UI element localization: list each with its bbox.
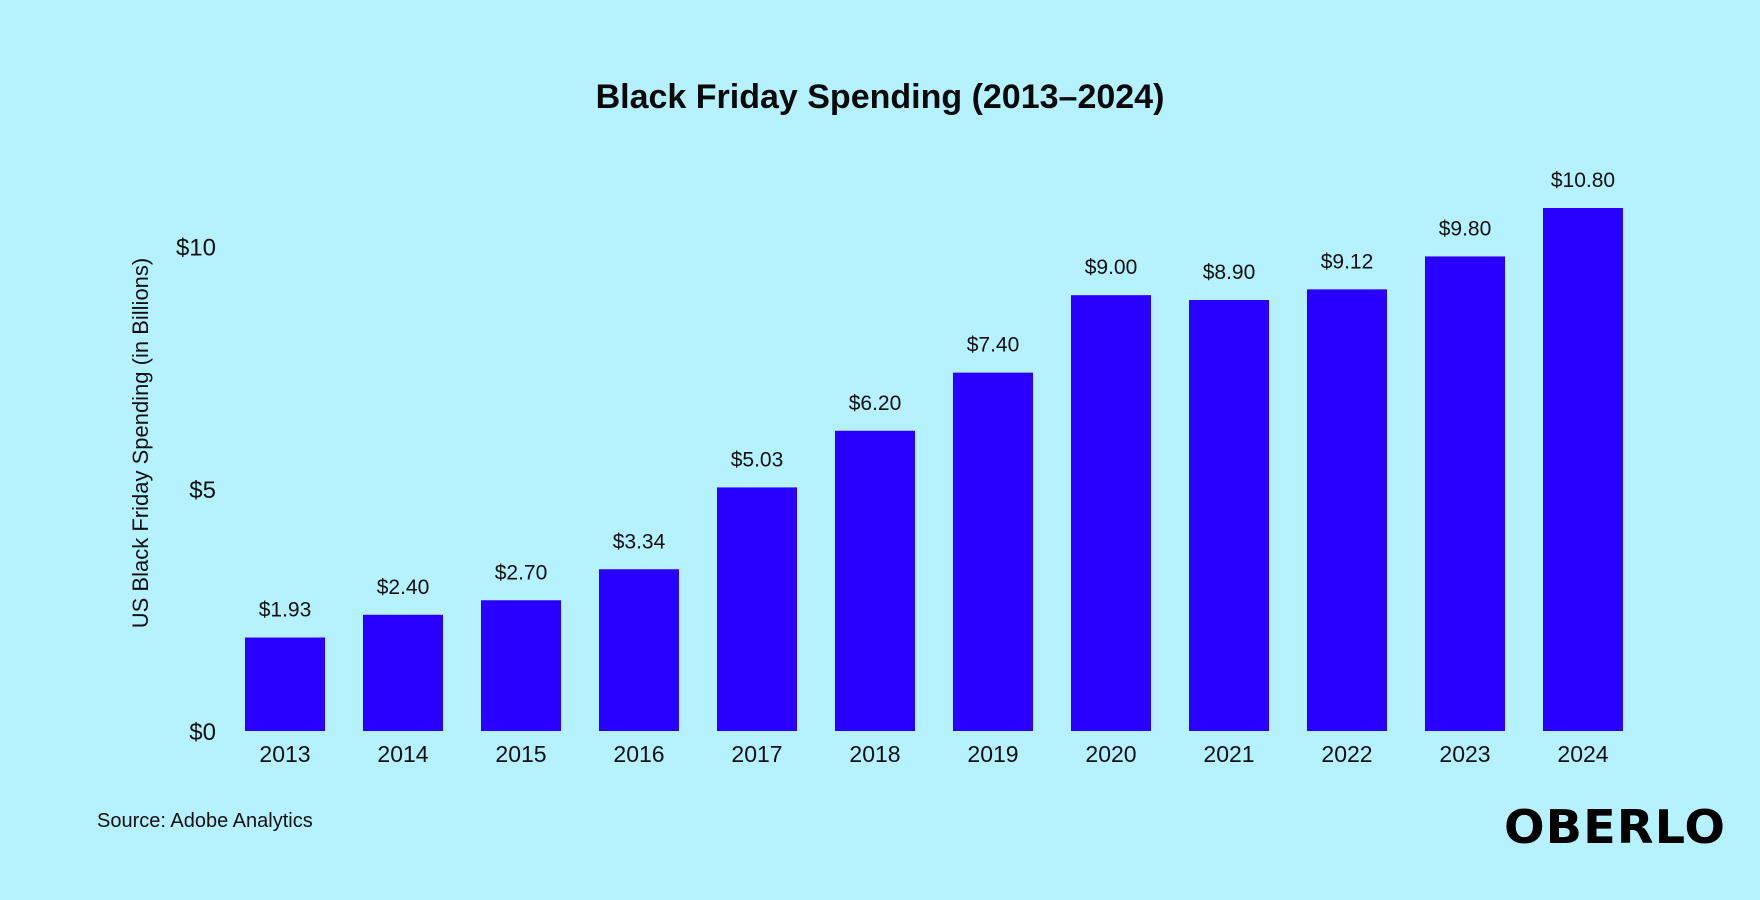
value-label-2016: $3.34 (613, 530, 666, 553)
value-label-2013: $1.93 (259, 599, 312, 622)
value-label-2018: $6.20 (849, 392, 902, 415)
x-tick-label-2015: 2015 (495, 741, 546, 767)
bar-2014 (363, 614, 443, 731)
bar-2019 (953, 372, 1033, 731)
value-label-2022: $9.12 (1321, 250, 1374, 273)
bar-2016 (599, 569, 679, 731)
x-tick-label-2022: 2022 (1321, 741, 1372, 767)
y-tick-label: $0 (189, 719, 216, 746)
x-tick-label-2024: 2024 (1557, 741, 1608, 767)
value-label-2019: $7.40 (967, 334, 1020, 357)
y-tick-label: $5 (189, 477, 216, 504)
value-label-2024: $10.80 (1551, 169, 1615, 192)
x-tick-label-2023: 2023 (1439, 741, 1490, 767)
chart-title: Black Friday Spending (2013–2024) (595, 78, 1165, 116)
bar-2021 (1189, 300, 1269, 731)
y-tick-label: $10 (176, 235, 216, 262)
x-tick-label-2019: 2019 (967, 741, 1018, 767)
source-note: Source: Adobe Analytics (97, 810, 313, 832)
bar-2023 (1425, 256, 1505, 731)
x-tick-label-2017: 2017 (731, 741, 782, 767)
x-tick-label-2020: 2020 (1085, 741, 1136, 767)
bar-2024 (1543, 208, 1623, 731)
bar-2015 (481, 600, 561, 731)
value-label-2020: $9.00 (1085, 256, 1138, 279)
bar-2018 (835, 430, 915, 731)
oberlo-logo: OBERLO (1504, 801, 1726, 849)
x-tick-label-2021: 2021 (1203, 741, 1254, 767)
bar-2022 (1307, 289, 1387, 731)
bar-2017 (717, 487, 797, 731)
x-tick-label-2016: 2016 (613, 741, 664, 767)
value-label-2021: $8.90 (1203, 261, 1256, 284)
value-label-2015: $2.70 (495, 561, 548, 584)
value-label-2023: $9.80 (1439, 217, 1492, 240)
bar-2020 (1071, 295, 1151, 731)
oberlo-logo-text: OBERLO (1504, 801, 1726, 849)
bar-2013 (245, 637, 325, 731)
x-tick-label-2018: 2018 (849, 741, 900, 767)
x-tick-label-2014: 2014 (377, 741, 428, 767)
value-label-2014: $2.40 (377, 576, 430, 599)
value-label-2017: $5.03 (731, 448, 784, 471)
x-tick-label-2013: 2013 (259, 741, 310, 767)
